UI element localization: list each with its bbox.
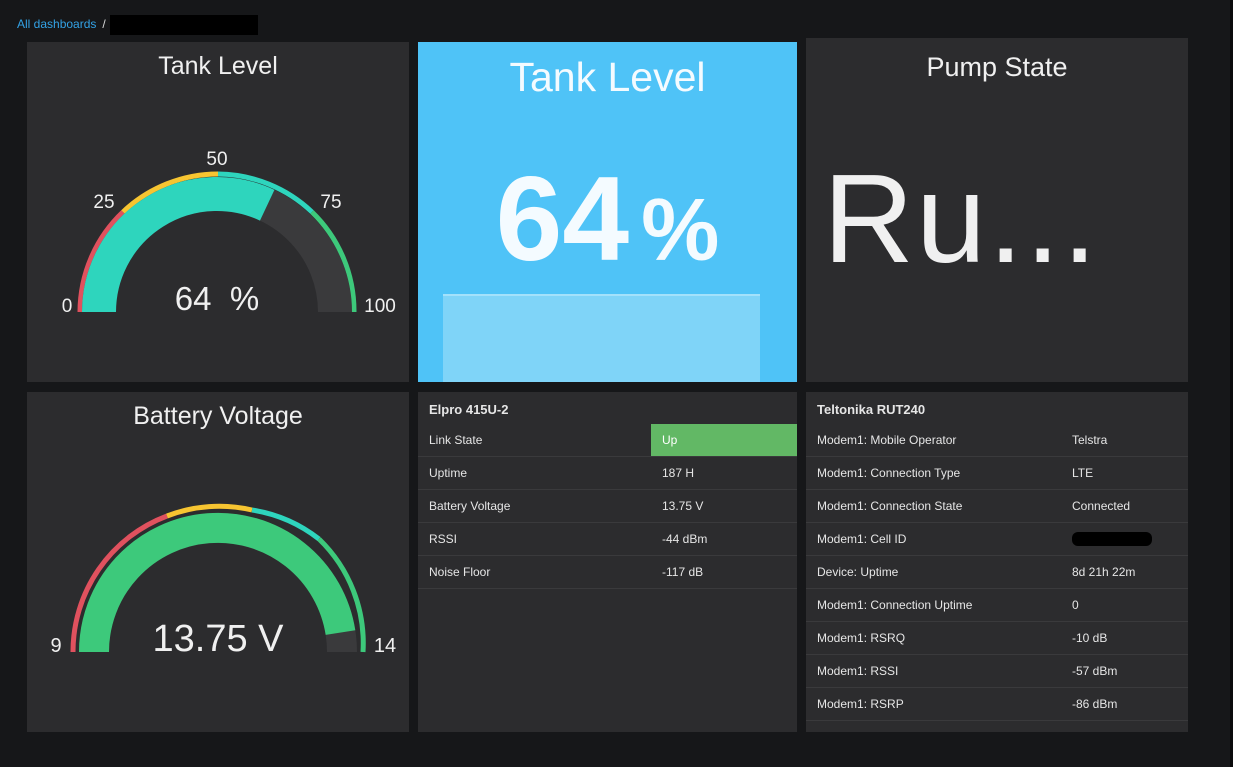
row-value: 13.75 V — [651, 489, 797, 523]
table-row: Modem1: Connection Type LTE — [806, 456, 1188, 490]
tank-tick-100: 100 — [364, 296, 396, 317]
row-value: -44 dBm — [651, 522, 797, 556]
row-value: Telstra — [1061, 424, 1188, 457]
tank-level-gauge-panel[interactable]: Tank Level 0 25 50 75 100 64 % — [27, 42, 409, 382]
pump-state-title: Pump State — [926, 52, 1068, 82]
elpro-table-panel[interactable]: Elpro 415U-2 Link State Up Uptime 187 H Batt… — [418, 392, 797, 732]
row-value: LTE — [1061, 456, 1188, 490]
row-value: 187 H — [651, 456, 797, 490]
table-row: Modem1: Mobile Operator Telstra — [806, 424, 1188, 457]
table-row: RSSI -44 dBm — [418, 522, 797, 556]
battery-gauge-fill — [79, 512, 356, 653]
table-row: Link State Up — [418, 424, 797, 457]
row-label: Modem1: Connection State — [806, 489, 1061, 523]
row-label: Modem1: Cell ID — [806, 522, 1061, 556]
row-value: -10 dB — [1061, 621, 1188, 655]
row-label: Modem1: RSRP — [806, 687, 1061, 721]
tank-threshold-teal-arc — [217, 171, 314, 214]
battery-threshold-red-arc — [70, 513, 168, 653]
tank-gauge-value: 64 % — [175, 280, 259, 317]
redacted-dashboard-name — [109, 15, 258, 35]
breadcrumb: All dashboards / — [17, 15, 258, 35]
row-label: Modem1: Connection Type — [806, 456, 1061, 490]
battery-tick-min: 9 — [50, 635, 61, 657]
tank-stat-value: 64% — [418, 150, 797, 288]
row-value: -86 dBm — [1061, 687, 1188, 721]
redacted-value — [1072, 532, 1152, 547]
battery-threshold-yellow-arc — [166, 503, 253, 519]
table-row: Modem1: Connection Uptime 0 — [806, 588, 1188, 622]
teltonika-table-panel[interactable]: Teltonika RUT240 Modem1: Mobile Operator… — [806, 392, 1188, 732]
battery-gauge-title: Battery Voltage — [133, 402, 303, 430]
table-row: Device: Uptime 8d 21h 22m — [806, 555, 1188, 589]
tank-tick-75: 75 — [320, 192, 341, 213]
tank-threshold-red-arc — [77, 210, 125, 313]
table-row: Modem1: Cell ID — [806, 522, 1188, 556]
row-label: Uptime — [418, 456, 651, 490]
table-row: Modem1: Connection State Connected — [806, 489, 1188, 523]
tank-gauge-title: Tank Level — [158, 52, 278, 80]
breadcrumb-separator: / — [102, 17, 106, 32]
row-label: Modem1: RSSI — [806, 654, 1061, 688]
tank-tick-50: 50 — [206, 149, 227, 170]
elpro-table-title: Elpro 415U-2 — [429, 402, 509, 417]
battery-gauge-value: 13.75 V — [153, 618, 285, 660]
tank-tick-25: 25 — [93, 192, 114, 213]
table-row: Noise Floor -117 dB — [418, 555, 797, 589]
tank-gauge-svg: 0 25 50 75 100 64 % — [62, 149, 396, 317]
row-value: 0 — [1061, 588, 1188, 622]
elpro-table: Link State Up Uptime 187 H Battery Voltage 13… — [418, 424, 797, 589]
row-label: RSSI — [418, 522, 651, 556]
row-value: Connected — [1061, 489, 1188, 523]
table-row: Battery Voltage 13.75 V — [418, 489, 797, 523]
pump-state-panel[interactable]: Pump State Ru... — [806, 38, 1188, 382]
tank-threshold-green-arc — [310, 210, 357, 313]
tank-stat-level-bar — [443, 294, 760, 382]
row-value: -57 dBm — [1061, 654, 1188, 688]
row-label: Modem1: RSRQ — [806, 621, 1061, 655]
row-value: -117 dB — [651, 555, 797, 589]
row-value — [1061, 522, 1188, 556]
breadcrumb-all-dashboards-link[interactable]: All dashboards — [17, 17, 97, 32]
tank-level-stat-panel[interactable]: Tank Level 64% — [418, 42, 797, 382]
row-label: Modem1: Mobile Operator — [806, 424, 1061, 457]
table-row: Modem1: RSRQ -10 dB — [806, 621, 1188, 655]
teltonika-table-title: Teltonika RUT240 — [817, 402, 926, 417]
tank-stat-unit: % — [641, 180, 720, 279]
pump-state-value: Ru... — [823, 148, 1100, 289]
table-row: Modem1: RSRP -86 dBm — [806, 687, 1188, 721]
tank-tick-0: 0 — [62, 296, 73, 317]
row-value: 8d 21h 22m — [1061, 555, 1188, 589]
tank-threshold-yellow-arc — [121, 171, 219, 214]
row-value: Up — [651, 424, 797, 457]
row-label: Device: Uptime — [806, 555, 1061, 589]
row-label: Noise Floor — [418, 555, 651, 589]
tank-stat-title: Tank Level — [509, 54, 706, 100]
tank-stat-number: 64 — [495, 152, 630, 286]
row-label: Battery Voltage — [418, 489, 651, 523]
tank-gauge-fill — [82, 177, 275, 313]
battery-tick-max: 14 — [374, 635, 396, 657]
row-label: Modem1: Connection Uptime — [806, 588, 1061, 622]
battery-voltage-gauge-panel[interactable]: Battery Voltage 9 14 13.75 V — [27, 392, 409, 732]
window-edge — [1230, 0, 1233, 767]
table-row: Modem1: RSSI -57 dBm — [806, 654, 1188, 688]
battery-gauge-svg: 9 14 13.75 V — [50, 503, 396, 660]
table-row: Uptime 187 H — [418, 456, 797, 490]
battery-threshold-teal-arc — [251, 507, 321, 541]
row-label: Link State — [418, 424, 651, 457]
battery-threshold-green-arc — [317, 537, 366, 653]
teltonika-table: Modem1: Mobile Operator Telstra Modem1: Co… — [806, 424, 1188, 721]
